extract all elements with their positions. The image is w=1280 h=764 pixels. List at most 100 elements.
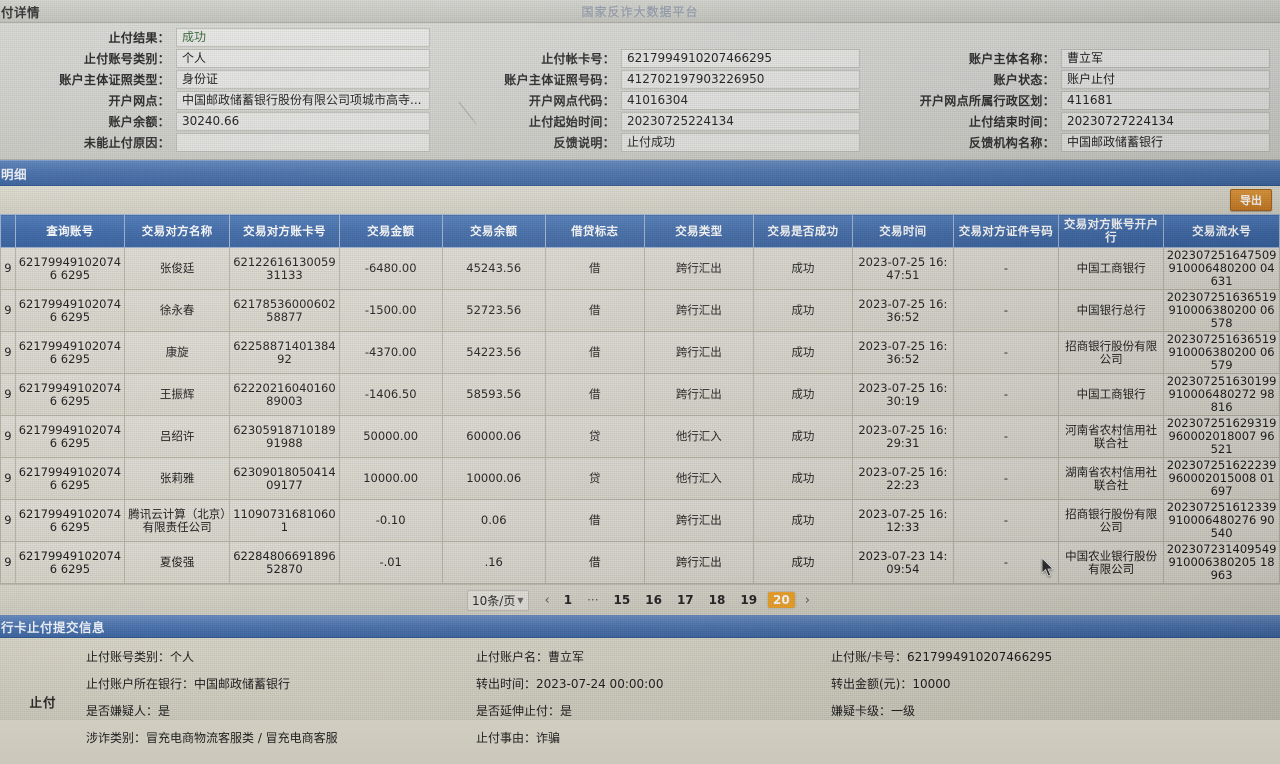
col-amount[interactable]: 交易金额 — [338, 214, 443, 248]
page-size-label: 10条/页 — [472, 593, 516, 608]
submit-account-bank: 止付账户所在银行：中国邮政储蓄银行 — [86, 677, 291, 691]
prev-page-button[interactable]: ‹ — [544, 592, 550, 608]
page-button-17[interactable]: 17 — [676, 593, 694, 607]
detail-label: 止付起始时间： — [528, 115, 615, 129]
detail-field: 止付结果： 成功 — [0, 27, 440, 48]
submit-spacer — [831, 725, 1280, 752]
cell-counterparty-bank: 河南省农村信用社联合社 — [1057, 415, 1165, 458]
col-rowindex[interactable] — [0, 214, 16, 248]
cell-txn-type: 跨行汇出 — [643, 331, 755, 374]
cell-txn-success: 成功 — [753, 331, 853, 374]
col-counterparty-name[interactable]: 交易对方名称 — [124, 214, 231, 248]
cell-amount: -0.10 — [338, 499, 443, 542]
page-button-19[interactable]: 19 — [740, 593, 758, 607]
submit-reason: 止付事由：诈骗 — [476, 731, 561, 745]
detail-value-stop-result: 成功 — [176, 28, 430, 47]
detail-field: 开户网点所属行政区划： 411681 — [870, 90, 1280, 111]
detail-value-failure-reason — [176, 133, 430, 152]
detail-field: 止付结束时间： 20230727224134 — [870, 111, 1280, 132]
detail-field: 开户网点： 中国邮政储蓄银行股份有限公司项城市高寺... — [0, 90, 440, 111]
col-txn-type[interactable]: 交易类型 — [643, 214, 755, 248]
cell-rowindex: 9 — [0, 457, 16, 500]
cell-counterparty-name: 夏俊强 — [124, 541, 231, 584]
cell-counterparty-bank: 中国银行总行 — [1057, 289, 1165, 332]
cell-txn-type: 跨行汇出 — [643, 373, 755, 416]
page-button-first[interactable]: 1 — [563, 593, 573, 607]
detail-field: 开户网点代码： 41016304 — [440, 90, 870, 111]
cell-txn-success: 成功 — [753, 541, 853, 584]
col-txn-success[interactable]: 交易是否成功 — [753, 214, 853, 248]
submit-info-column-middle: 止付账户名：曹立军 转出时间：2023-07-24 00:00:00 是否延伸止… — [476, 644, 831, 764]
cell-txn-success: 成功 — [753, 457, 853, 500]
cell-query-account: 621799491020746 6295 — [14, 457, 126, 500]
cell-txn-time: 2023-07-25 16:36:52 — [851, 331, 954, 374]
detail-label: 账户状态： — [993, 73, 1055, 87]
detail-label: 止付结果： — [108, 31, 170, 45]
stop-payment-submit-panel: 止付 止付账号类别：个人 止付账户所在银行：中国邮政储蓄银行 是否嫌疑人：是 涉… — [0, 638, 1280, 764]
cell-counterparty-card: 6222021604016089003 — [229, 373, 340, 416]
cell-txn-time: 2023-07-25 16:47:51 — [851, 247, 954, 290]
cell-counterparty-id: - — [952, 289, 1060, 332]
detail-label: 账户主体证照号码： — [504, 73, 615, 87]
detail-field: 止付帐卡号： 6217994910207466295 — [440, 48, 870, 69]
cell-counterparty-card: 6212261613005931133 — [229, 247, 340, 290]
table-row[interactable]: 9 621799491020746 6295 腾讯云计算（北京）有限责任公司 1109… — [0, 499, 1280, 542]
table-row[interactable]: 9 621799491020746 6295 吕绍许 6230591871018991… — [0, 415, 1280, 458]
table-row[interactable]: 9 621799491020746 6295 张莉雅 6230901805041409… — [0, 457, 1280, 500]
detail-value-account-category: 个人 — [176, 49, 430, 68]
col-balance[interactable]: 交易余额 — [441, 214, 546, 248]
cell-txn-type: 跨行汇出 — [643, 289, 755, 332]
stop-payment-detail-panel: 止付结果： 成功 止付账号类别： 个人 止付帐卡号： 6217994910207… — [0, 23, 1280, 160]
detail-label: 止付账号类别： — [83, 52, 170, 66]
cell-counterparty-bank: 中国工商银行 — [1057, 247, 1165, 290]
col-dc-flag[interactable]: 借贷标志 — [544, 214, 645, 248]
cell-counterparty-name: 康旋 — [124, 331, 231, 374]
next-page-button[interactable]: › — [804, 592, 810, 608]
detail-field: 止付起始时间： 20230725224134 — [440, 111, 870, 132]
col-counterparty-bank[interactable]: 交易对方账号开户行 — [1057, 214, 1165, 248]
cell-txn-success: 成功 — [753, 373, 853, 416]
cell-counterparty-bank: 招商银行股份有限公司 — [1057, 331, 1165, 374]
table-row[interactable]: 9 621799491020746 6295 王振辉 6222021604016089… — [0, 373, 1280, 416]
cell-counterparty-name: 腾讯云计算（北京）有限责任公司 — [124, 499, 231, 542]
chevron-down-icon: ▼ — [517, 595, 524, 605]
cell-counterparty-card: 6230591871018991988 — [229, 415, 340, 458]
col-query-account[interactable]: 查询账号 — [14, 214, 126, 248]
col-txn-time[interactable]: 交易时间 — [851, 214, 954, 248]
submit-type-label: 止付 — [29, 694, 57, 710]
cell-counterparty-bank: 湖南省农村信用社联合社 — [1057, 457, 1165, 500]
cell-query-account: 621799491020746 6295 — [14, 373, 126, 416]
detail-field: 反馈机构名称： 中国邮政储蓄银行 — [870, 132, 1280, 153]
cell-balance: 58593.56 — [441, 373, 546, 416]
cell-dc-flag: 借 — [544, 289, 645, 332]
table-row[interactable]: 9 621799491020746 6295 康旋 6225887140138492-… — [0, 331, 1280, 374]
col-counterparty-card[interactable]: 交易对方账卡号 — [229, 214, 340, 248]
detail-value-end-time: 20230727224134 — [1061, 112, 1270, 131]
cell-counterparty-name: 张俊廷 — [124, 247, 231, 290]
page-size-selector[interactable]: 10条/页 ▼ — [467, 589, 529, 611]
cell-txn-success: 成功 — [753, 289, 853, 332]
detail-label: 开户网点： — [108, 94, 170, 108]
table-row[interactable]: 9 621799491020746 6295 徐永春 6217853600060258… — [0, 289, 1280, 332]
page-button-20-current[interactable]: 20 — [768, 592, 795, 608]
cell-txn-type: 跨行汇出 — [643, 247, 755, 290]
detail-field: 账户余额： 30240.66 — [0, 111, 440, 132]
cell-counterparty-id: - — [952, 541, 1060, 584]
page-button-16[interactable]: 16 — [645, 593, 662, 607]
col-serial[interactable]: 交易流水号 — [1163, 214, 1280, 248]
cell-rowindex: 9 — [0, 373, 16, 416]
table-row[interactable]: 9 621799491020746 6295 夏俊强 6228480669189652… — [0, 541, 1280, 584]
export-button[interactable]: 导出 — [1230, 189, 1272, 211]
cell-txn-time: 2023-07-23 14:09:54 — [851, 541, 954, 584]
table-row[interactable]: 9 621799491020746 6295 张俊廷 6212261613005931… — [0, 247, 1280, 290]
detail-label: 账户主体名称： — [968, 52, 1055, 66]
cell-counterparty-id: - — [952, 373, 1060, 416]
submit-suspect-level: 嫌疑卡级：一级 — [831, 704, 916, 718]
page-button-18[interactable]: 18 — [708, 593, 726, 607]
detail-value-feedback-org: 中国邮政储蓄银行 — [1061, 133, 1270, 152]
detail-label: 未能止付原因： — [83, 136, 170, 150]
col-counterparty-id[interactable]: 交易对方证件号码 — [952, 214, 1060, 248]
detail-field-empty — [440, 27, 870, 48]
window-titlebar: 付详情 国家反诈大数据平台 — [0, 0, 1280, 23]
page-button-15[interactable]: 15 — [613, 593, 631, 607]
